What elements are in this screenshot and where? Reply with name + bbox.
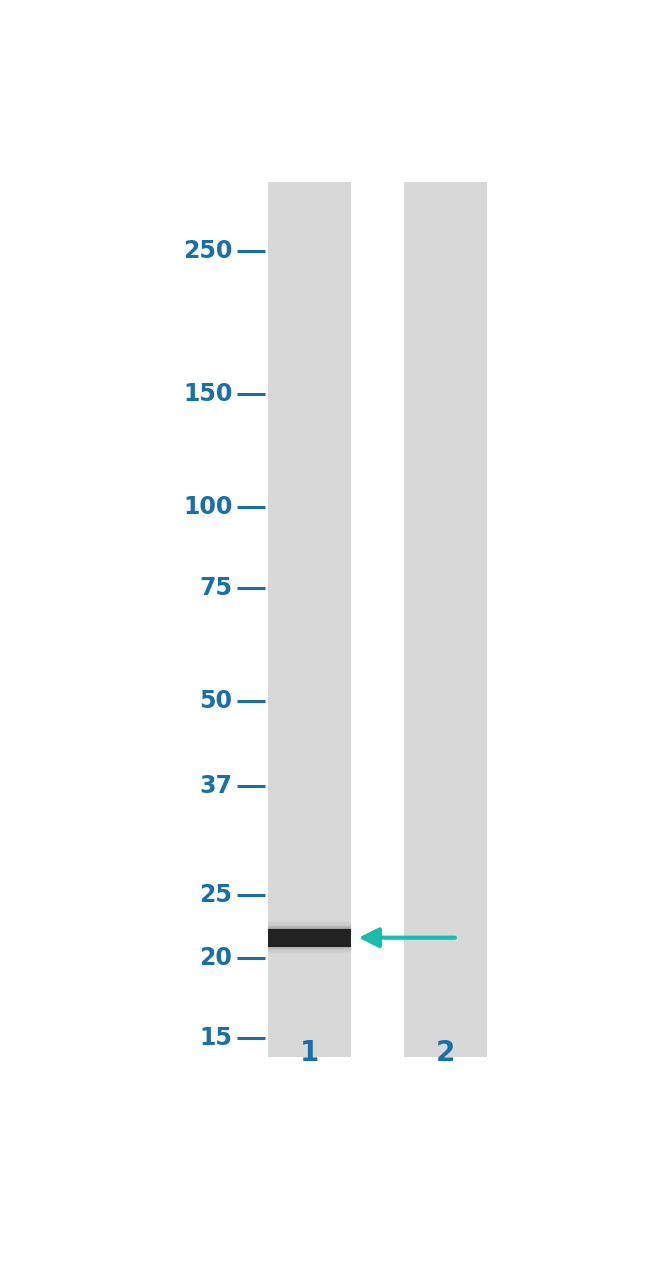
Bar bbox=[268, 926, 351, 927]
Bar bbox=[268, 927, 351, 930]
Bar bbox=[268, 930, 351, 932]
Text: 50: 50 bbox=[200, 690, 233, 714]
Text: 15: 15 bbox=[200, 1026, 233, 1050]
Bar bbox=[268, 949, 351, 951]
Bar bbox=[268, 927, 351, 928]
Bar bbox=[268, 928, 351, 946]
Text: 20: 20 bbox=[200, 946, 233, 970]
Bar bbox=[268, 950, 351, 952]
Bar bbox=[268, 921, 351, 923]
Bar bbox=[268, 942, 351, 945]
Text: 150: 150 bbox=[183, 382, 233, 406]
Bar bbox=[268, 935, 351, 937]
Bar bbox=[268, 947, 351, 950]
Bar bbox=[268, 941, 351, 942]
Bar bbox=[268, 947, 351, 949]
Text: 25: 25 bbox=[200, 884, 233, 908]
Bar bbox=[268, 937, 351, 940]
Bar bbox=[268, 928, 351, 931]
Bar bbox=[268, 933, 351, 935]
Bar bbox=[268, 925, 351, 927]
Bar bbox=[268, 952, 351, 954]
Bar bbox=[268, 923, 351, 926]
Text: 1: 1 bbox=[300, 1039, 318, 1067]
Bar bbox=[268, 922, 351, 925]
Text: 100: 100 bbox=[183, 495, 233, 519]
Text: 75: 75 bbox=[200, 575, 233, 599]
Text: 2: 2 bbox=[436, 1039, 455, 1067]
Bar bbox=[268, 945, 351, 946]
Bar bbox=[268, 941, 351, 944]
Bar bbox=[268, 946, 351, 947]
Text: 250: 250 bbox=[183, 239, 233, 263]
Bar bbox=[268, 939, 351, 940]
Bar bbox=[268, 940, 351, 941]
Bar bbox=[268, 932, 351, 933]
Bar bbox=[268, 931, 351, 933]
Bar bbox=[268, 933, 351, 936]
Bar bbox=[268, 944, 351, 946]
Text: 37: 37 bbox=[200, 773, 233, 798]
Bar bbox=[268, 936, 351, 939]
Bar bbox=[268, 951, 351, 952]
